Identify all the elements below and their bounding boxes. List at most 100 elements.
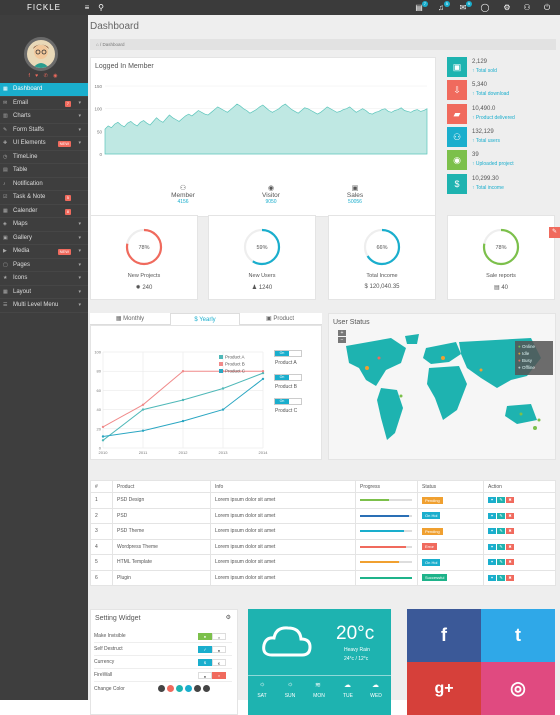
social-tile-facebook[interactable]: f [407,609,481,662]
donut-arc [363,228,401,266]
product-toggle[interactable]: On [274,350,302,357]
sidebar-item-calender[interactable]: ▦ Calender 8 [0,205,88,218]
settings-icon[interactable]: ⚙ [503,3,511,12]
cell-num: 1 [90,492,113,509]
currency-toggle[interactable]: $ € [198,659,226,666]
trash-icon[interactable]: ✖ [506,497,514,504]
sidebar-item-maps[interactable]: ◈ Maps ▾ [0,218,88,232]
sidebar-item-pages[interactable]: ▢ Pages ▾ [0,259,88,272]
table-row: 4 Wordpress Theme Lorem ipsum dolor sit am… [90,538,556,555]
search-icon[interactable]: ⚲ [98,3,104,12]
setting-row: Make Invisible ● × [94,630,232,643]
color-swatch[interactable] [185,685,192,693]
pencil-icon[interactable]: ✎ [549,227,560,238]
link-icon[interactable]: ⚭ [488,512,496,519]
breadcrumb: ⌂ / Dashboard [90,39,556,50]
donut-chart: 78% [125,228,163,266]
zoom-out-button[interactable]: − [338,337,346,343]
sidebar-item-label: Notification [13,180,43,187]
sidebar-item-media[interactable]: ▶ Media NEW ▾ [0,245,88,259]
donut-percent: 66% [376,245,387,251]
color-swatch[interactable] [194,685,201,693]
sidebar-item-ui-elements[interactable]: ✚ UI Elements NEW ▾ [0,137,88,151]
sidebar-item-charts[interactable]: ▥ Charts ▾ [0,110,88,124]
edit-icon[interactable]: ✎ [497,497,505,504]
users-icon[interactable]: ⚇ [523,3,531,12]
color-swatch[interactable] [167,685,174,693]
brand-logo[interactable]: FICKLE [26,3,61,12]
edit-icon[interactable]: ✎ [497,559,505,566]
product-toggle[interactable]: On [274,398,302,405]
self-destruct-toggle[interactable]: ✓ ● [198,646,226,653]
link-icon[interactable]: ⚭ [488,528,496,535]
dribbble-icon: ◎ [510,678,526,698]
trash-icon[interactable]: ✖ [506,559,514,566]
power-icon[interactable]: ⏻ [543,3,551,12]
zoom-in-button[interactable]: + [338,330,346,336]
edit-icon[interactable]: ✎ [497,543,505,550]
trash-icon[interactable]: ✖ [506,543,514,550]
stat-box[interactable]: $10,299.30 ↑ Total income [447,173,555,194]
menu-toggle-icon[interactable]: ≡ [84,3,90,12]
tab-product[interactable]: ▣ Product [265,316,295,322]
y-tick-label: 80 [97,369,102,374]
profile-social-links[interactable]: f ♥ ✆ ◉ [28,73,60,79]
bell-icon[interactable]: ♫ 5 [438,1,450,12]
color-swatch[interactable] [158,685,165,693]
chat-icon[interactable]: ◯ [480,3,490,12]
social-tile-google-plus[interactable]: g+ [407,662,481,715]
home-icon[interactable]: ⌂ [96,42,99,47]
trash-icon[interactable]: ✖ [506,574,514,581]
trash-icon[interactable]: ✖ [506,512,514,519]
link-icon[interactable]: ⚭ [488,497,496,504]
cell-progress [355,523,418,540]
sidebar-item-label: Maps [13,221,28,227]
sidebar-item-layout[interactable]: ▦ Layout ▾ [0,286,88,299]
sidebar-item-label: Charts [13,113,31,119]
sidebar-item-multi-level-menu[interactable]: ☰ Multi Level Menu ▾ [0,299,88,313]
link-icon[interactable]: ⚭ [488,559,496,566]
legend-item: ▣ Sales 50056 [335,184,375,205]
sidebar-item-email[interactable]: ✉ Email 7 ▾ [0,97,88,110]
inbox-icon[interactable]: ▤ 7 [415,1,428,12]
edit-icon[interactable]: ✎ [497,528,505,535]
progress-bar [360,561,412,564]
stat-box[interactable]: ▰ 10,490.0 ↑ Product delivered [447,103,555,124]
stat-box[interactable]: ▣ 2,129 ↑ Total sold [447,57,555,77]
tab-monthly[interactable]: ▦ Monthly [115,316,145,322]
firewall-toggle[interactable]: ● × [198,672,226,679]
sidebar-item-gallery[interactable]: ▣ Gallery ▾ [0,232,88,245]
sidebar-item-form-staffs[interactable]: ✎ Form Staffs ▾ [0,124,88,137]
sidebar-item-task-note[interactable]: ☑ Task & Note 5 [0,191,88,205]
envelope-icon[interactable]: ✉ 9 [459,1,472,12]
stat-box[interactable]: ⇩ 5,340 ↑ Total download [447,80,555,101]
product-toggle[interactable]: On [274,374,302,381]
stat-box[interactable]: ⚇ 132,129 ↑ Total users [447,126,555,147]
link-icon[interactable]: ⚭ [488,574,496,581]
avatar[interactable] [24,37,58,71]
edit-icon[interactable]: ✎ [497,574,505,581]
trash-icon[interactable]: ✖ [506,528,514,535]
sidebar-item-icons[interactable]: ★ Icons ▾ [0,272,88,286]
sidebar-item-table[interactable]: ▤ Table [0,164,88,178]
stat-box[interactable]: ◉ 39 ↑ Uploaded project [447,150,555,171]
tab-yearly[interactable]: $ Yearly [170,313,240,325]
sidebar-item-dashboard[interactable]: ▦ Dashboard [0,83,88,97]
sidebar-item-timeline[interactable]: ◷ TimeLine [0,151,88,164]
breadcrumb-current[interactable]: Dashboard [102,42,125,47]
link-icon[interactable]: ⚭ [488,543,496,550]
legend-label: Product B [225,362,245,367]
gear-icon[interactable]: ⚙ [225,615,231,621]
color-swatch[interactable] [176,685,183,693]
color-swatch[interactable] [203,685,210,693]
sidebar-item-label: Dashboard [13,86,43,92]
truck-icon: ▰ [447,103,467,124]
sidebar-item-label: Pages [13,261,31,268]
weather-desc: Heavy Rain [344,647,370,653]
sidebar-item-label: Gallery [13,234,33,241]
social-tile-twitter[interactable]: t [481,609,555,662]
invisible-toggle[interactable]: ● × [198,633,226,640]
edit-icon[interactable]: ✎ [497,512,505,519]
social-tile-dribbble[interactable]: ◎ [481,662,555,715]
sidebar-item-notification[interactable]: ♪ Notification [0,178,88,191]
